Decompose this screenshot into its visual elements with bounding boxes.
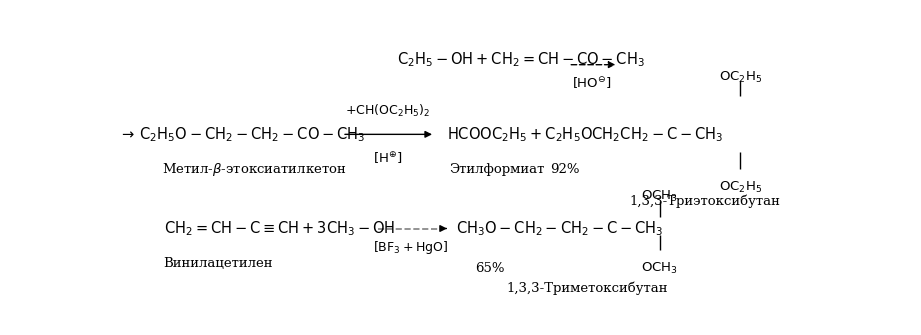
Text: $\mathrm{OCH_3}$: $\mathrm{OCH_3}$ bbox=[641, 261, 678, 276]
Text: $\mathrm{OC_2H_5}$: $\mathrm{OC_2H_5}$ bbox=[718, 180, 762, 195]
Text: $\mathrm{C_2H_5-OH+CH_2=CH-CO-CH_3}$: $\mathrm{C_2H_5-OH+CH_2=CH-CO-CH_3}$ bbox=[397, 50, 645, 69]
Text: 65%: 65% bbox=[475, 262, 505, 275]
Text: Метил-$\beta$-этоксиатилкетон: Метил-$\beta$-этоксиатилкетон bbox=[161, 161, 346, 178]
Text: $\mathrm{OC_2H_5}$: $\mathrm{OC_2H_5}$ bbox=[718, 70, 762, 85]
Text: $\mathrm{OCH_3}$: $\mathrm{OCH_3}$ bbox=[641, 189, 678, 204]
Text: Винилацетилен: Винилацетилен bbox=[164, 257, 274, 270]
Text: $\mathrm{CH_3O-CH_2-CH_2-C-CH_3}$: $\mathrm{CH_3O-CH_2-CH_2-C-CH_3}$ bbox=[456, 219, 663, 238]
Text: 1,3,3-Триэтоксибутан: 1,3,3-Триэтоксибутан bbox=[629, 195, 780, 208]
Text: $\rightarrow\,\mathrm{C_2H_5O-CH_2-CH_2-CO-CH_3}$: $\rightarrow\,\mathrm{C_2H_5O-CH_2-CH_2-… bbox=[119, 125, 365, 144]
Text: $\mathrm{[H^{\oplus}]}$: $\mathrm{[H^{\oplus}]}$ bbox=[373, 150, 402, 165]
Text: $\mathrm{+CH(OC_2H_5)_2}$: $\mathrm{+CH(OC_2H_5)_2}$ bbox=[345, 103, 430, 119]
Text: $\mathrm{[BF_3+HgO]}$: $\mathrm{[BF_3+HgO]}$ bbox=[373, 239, 449, 256]
Text: $\mathrm{CH_2=CH-C\equiv CH+3CH_3-OH}$: $\mathrm{CH_2=CH-C\equiv CH+3CH_3-OH}$ bbox=[164, 219, 395, 238]
Text: Этилформиат: Этилформиат bbox=[449, 163, 544, 176]
Text: $\mathrm{[HO^{\ominus}]}$: $\mathrm{[HO^{\ominus}]}$ bbox=[572, 75, 612, 91]
Text: $\mathrm{HCOOC_2H_5+C_2H_5OCH_2CH_2-C-CH_3}$: $\mathrm{HCOOC_2H_5+C_2H_5OCH_2CH_2-C-CH… bbox=[447, 125, 723, 144]
Text: 1,3,3-Триметоксибутан: 1,3,3-Триметоксибутан bbox=[507, 282, 668, 295]
Text: 92%: 92% bbox=[551, 163, 580, 176]
